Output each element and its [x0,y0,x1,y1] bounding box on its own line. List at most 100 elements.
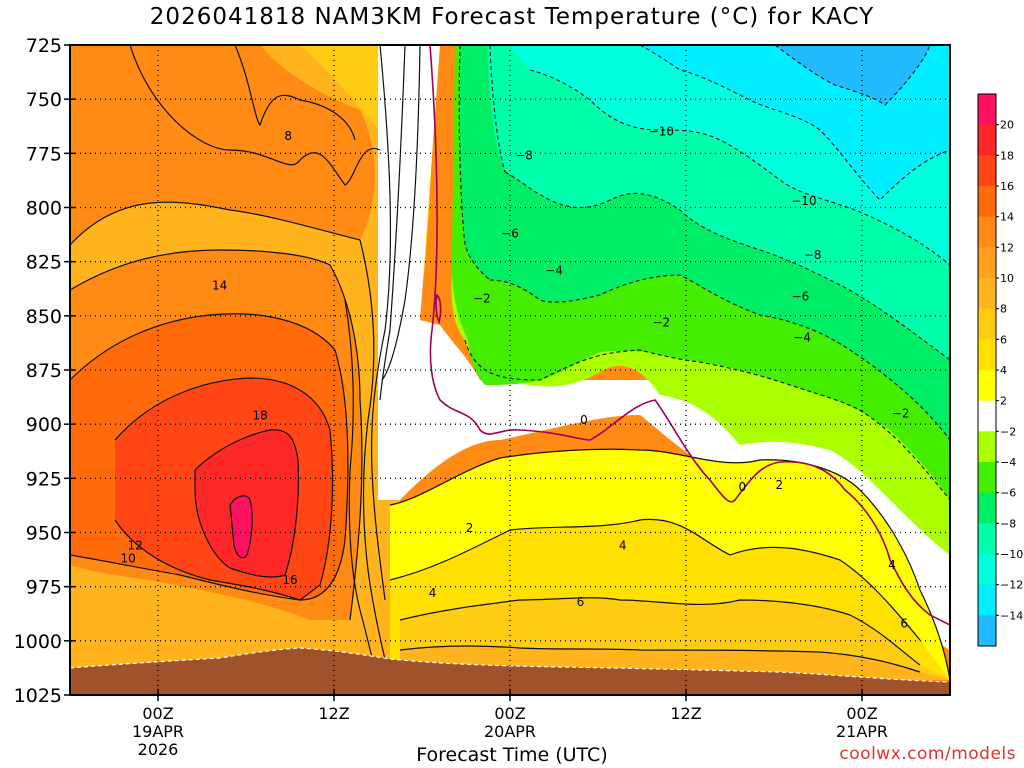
contour-cold-m8 [529,69,950,266]
x-tick-label: 00Z [846,704,877,723]
y-tick-label: 750 [26,89,62,111]
contour-front-4 [359,239,391,681]
contour-label: −4 [793,331,811,345]
contour-lower-4 [389,518,921,641]
contour-cold-m4 [489,274,950,441]
y-tick-label: 925 [26,468,62,490]
contour-zero-upper [429,45,950,626]
contour-label: 14 [212,279,227,293]
colorbar-label: 12 [1000,241,1014,254]
colorbar-swatch [978,339,996,371]
fill-freezing-band [378,45,950,650]
y-tick-label: 1000 [14,631,62,653]
y-tick-label: 975 [26,577,62,599]
colorbar-swatch [978,554,996,586]
x-tick-label: 00Z [142,704,173,723]
contour-label: −6 [792,289,810,303]
contour-lower-8 [399,645,921,673]
colorbar-label: 14 [1000,211,1014,224]
y-tick-label: 1025 [14,685,62,707]
x-tick-label: 19APR [132,722,184,741]
colorbar-swatch [978,584,996,616]
y-tick-label: 900 [26,414,62,436]
terrain-mask [70,648,950,695]
contour-cold-m6 [504,171,950,361]
contour-label: 16 [282,573,297,587]
colorbar-label: 16 [1000,180,1014,193]
contour-label: −2 [653,315,671,329]
x-tick-label: 12Z [318,704,349,723]
contour-front-1 [379,45,406,401]
y-tick-label: 950 [26,523,62,545]
colorbar-label: 6 [1000,333,1007,346]
colorbar-label: 2 [1000,395,1007,408]
y-axis: 725 750 775 800 825 850 875 900 925 950 975 1000 102… [14,35,76,707]
contour-warm-8 [70,201,361,246]
contour-label: 2 [775,478,783,492]
contour-label: 0 [738,480,746,494]
colorbar-swatch [978,216,996,248]
x-tick-label: 00Z [494,704,525,723]
contour-label: 18 [252,409,267,423]
colorbar-label: −2 [1000,425,1016,438]
colorbar-swatch [978,492,996,524]
contour-line-layer [70,45,950,691]
contour-label: 6 [577,595,585,609]
y-tick-label: 875 [26,360,62,382]
contour-label: −6 [501,227,519,241]
colorbar-label: −14 [1000,609,1023,622]
chart-title: 2026041818 NAM3KM Forecast Temperature (… [149,4,875,30]
colorbar-label: 10 [1000,272,1014,285]
contour-label: −2 [892,406,910,420]
contour-cold-m12 [774,45,931,106]
colorbar-swatch [978,400,996,432]
contour-front-2 [381,45,421,381]
contour-label: 8 [284,129,292,143]
contour-label: 4 [888,558,896,572]
colorbar-swatch [978,155,996,187]
contour-label: 0 [580,413,588,427]
fill-core-20 [230,495,253,558]
contour-label: −8 [515,149,533,163]
contour-label: 4 [619,539,627,553]
contour-label: 4 [429,586,437,600]
y-tick-label: 850 [26,306,62,328]
contour-cold-m10 [639,45,950,201]
colorbar-swatch [978,308,996,340]
colorbar-label: −10 [1000,548,1023,561]
terrain-edge [70,647,950,683]
contour-warm-10 [70,554,301,601]
y-tick-label: 825 [26,252,62,274]
y-tick-label: 800 [26,198,62,220]
contour-warm-12 [70,249,363,621]
colorbar-swatch [978,615,996,647]
colorbar-label: −4 [1000,456,1016,469]
contour-label: 2 [466,521,474,535]
colorbar-swatch [978,186,996,218]
colorbar-label: 18 [1000,149,1014,162]
colorbar-swatch [978,278,996,310]
contour-label: −10 [791,194,816,208]
contour-label: −8 [804,248,822,262]
y-tick-label: 775 [26,143,62,165]
x-tick-label: 21APR [836,722,888,741]
colorbar-label: 8 [1000,303,1007,316]
colorbar-label: −6 [1000,487,1016,500]
contour-warm-20 [229,495,253,559]
contour-warm-16 [114,377,334,601]
y-tick-label: 725 [26,35,62,57]
contour-lower-6 [399,597,921,666]
contour-label: −4 [545,263,563,277]
colorbar-swatch [978,124,996,156]
x-axis-title: Forecast Time (UTC) [416,744,608,766]
contour-zero-pocket [435,293,442,325]
contour-cold-m8-lobe [489,45,506,173]
gridlines [70,45,950,695]
credit-text: coolwx.com/models [839,744,1016,764]
contour-front-5 [344,299,381,691]
contour-warm-18 [194,429,300,578]
colorbar-label: 4 [1000,364,1007,377]
colorbar-label: −12 [1000,579,1023,592]
